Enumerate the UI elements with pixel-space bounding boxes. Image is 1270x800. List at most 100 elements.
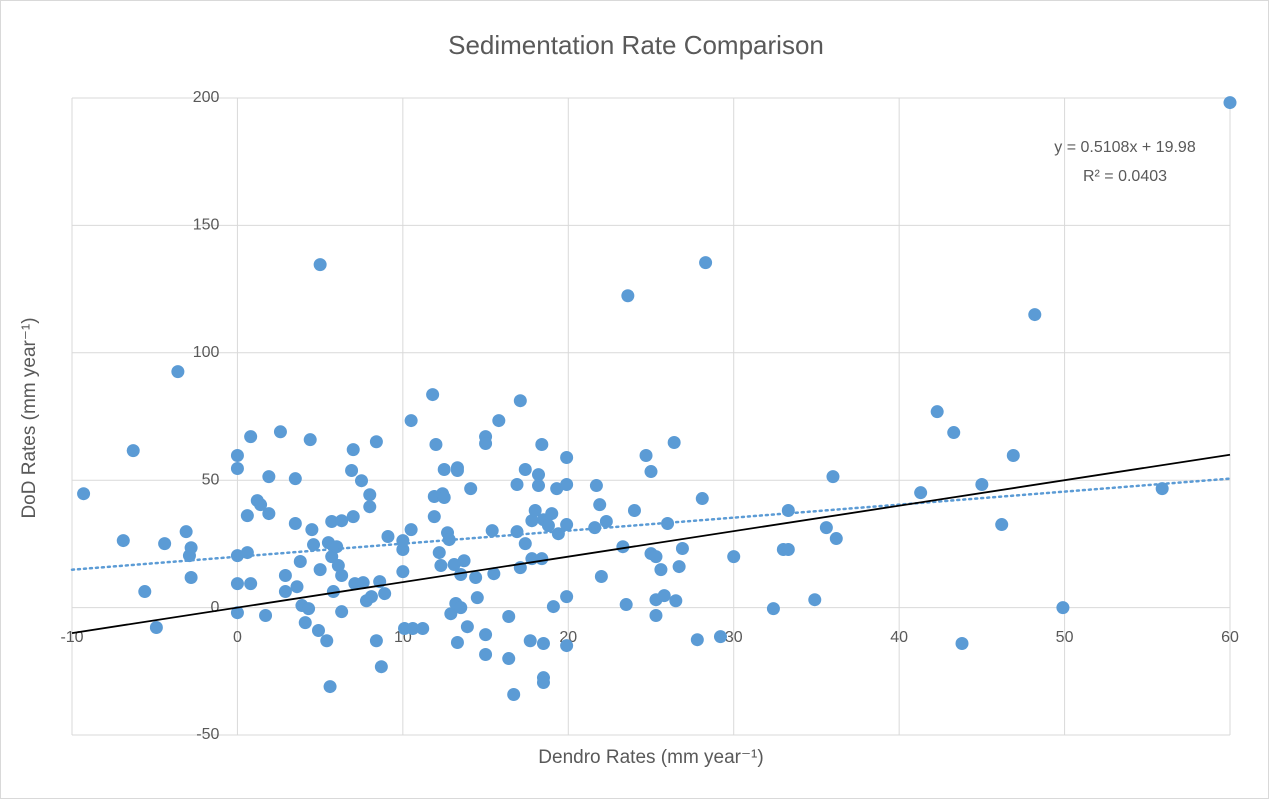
data-point <box>955 637 969 651</box>
data-point <box>649 550 663 564</box>
data-point <box>432 546 446 560</box>
data-point <box>325 550 339 564</box>
data-point <box>619 598 633 612</box>
data-point <box>369 634 383 648</box>
data-point <box>616 540 630 554</box>
data-point <box>298 616 312 630</box>
data-point <box>325 514 339 528</box>
data-point <box>479 647 493 661</box>
data-point <box>541 519 555 533</box>
data-point <box>330 540 344 554</box>
r-squared: R² = 0.0403 <box>1083 168 1167 185</box>
y-tick-label: -50 <box>196 726 219 743</box>
data-point <box>627 504 641 518</box>
data-point <box>532 479 546 493</box>
data-point <box>1028 308 1042 322</box>
data-point <box>599 514 613 528</box>
data-point <box>363 500 377 514</box>
data-point <box>262 470 276 484</box>
data-point <box>593 498 607 512</box>
data-point <box>535 552 549 566</box>
data-point <box>560 478 574 492</box>
data-point <box>179 525 193 539</box>
data-point <box>672 560 686 574</box>
data-point <box>331 559 345 573</box>
data-point <box>560 518 574 532</box>
data-point <box>1223 96 1237 110</box>
data-point <box>536 637 550 651</box>
data-point <box>254 498 268 512</box>
data-point <box>335 514 349 528</box>
data-point <box>1155 482 1169 496</box>
data-point <box>532 468 546 482</box>
data-point <box>487 567 501 581</box>
data-point <box>356 576 370 590</box>
data-point <box>469 571 483 585</box>
data-point <box>460 620 474 634</box>
data-point <box>273 425 287 439</box>
data-point <box>654 563 668 577</box>
trendline <box>70 477 1232 571</box>
data-point <box>502 652 516 666</box>
data-point <box>302 602 316 616</box>
data-point <box>437 462 451 476</box>
data-point <box>644 465 658 479</box>
data-point <box>669 594 683 608</box>
data-point <box>454 601 468 615</box>
data-point <box>346 510 360 524</box>
data-point <box>378 587 392 601</box>
data-point <box>507 687 521 701</box>
data-point <box>589 479 603 493</box>
data-point <box>502 610 516 624</box>
data-point <box>230 448 244 462</box>
data-point <box>661 517 675 531</box>
data-point <box>369 435 383 449</box>
data-point <box>116 534 130 548</box>
x-tick-label: 50 <box>1056 629 1074 646</box>
data-point <box>427 510 441 524</box>
data-point <box>434 559 448 573</box>
data-point <box>485 524 499 538</box>
data-point <box>364 590 378 604</box>
data-point <box>690 633 704 647</box>
data-point <box>138 585 152 599</box>
data-point <box>550 482 564 496</box>
data-point <box>464 482 478 496</box>
y-tick-label: 200 <box>193 89 220 106</box>
data-point <box>230 549 244 563</box>
data-point <box>429 438 443 452</box>
data-point <box>621 289 635 303</box>
data-point <box>404 414 418 428</box>
data-point <box>510 525 524 539</box>
data-point <box>546 600 560 614</box>
data-point <box>695 492 709 506</box>
data-point <box>426 388 440 402</box>
data-point <box>826 470 840 484</box>
data-point <box>535 438 549 452</box>
data-point <box>346 443 360 457</box>
y-tick-label: 100 <box>193 344 220 361</box>
data-point <box>518 537 532 551</box>
data-point <box>293 554 307 568</box>
x-tick-label: 0 <box>233 629 242 646</box>
data-point <box>781 543 795 557</box>
data-point <box>230 606 244 620</box>
data-point <box>77 487 91 501</box>
data-point <box>311 624 325 638</box>
data-point <box>447 558 461 572</box>
data-point <box>323 680 337 694</box>
data-point <box>492 414 506 428</box>
data-point <box>479 628 493 642</box>
data-point <box>230 577 244 591</box>
data-point <box>184 541 198 555</box>
data-point <box>313 563 327 577</box>
data-point <box>149 620 163 634</box>
data-point <box>560 639 574 653</box>
data-point <box>649 608 663 622</box>
data-point <box>450 464 464 478</box>
data-point <box>518 462 532 476</box>
data-point <box>829 532 843 546</box>
data-point <box>1056 601 1070 615</box>
data-point <box>288 472 302 486</box>
